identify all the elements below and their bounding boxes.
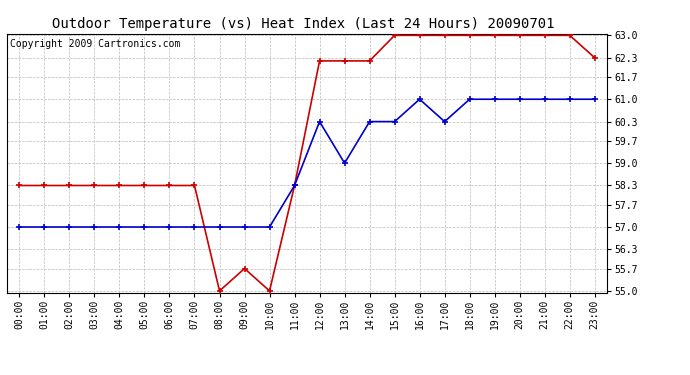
Text: Copyright 2009 Cartronics.com: Copyright 2009 Cartronics.com — [10, 39, 180, 49]
Text: Outdoor Temperature (vs) Heat Index (Last 24 Hours) 20090701: Outdoor Temperature (vs) Heat Index (Las… — [52, 17, 555, 31]
